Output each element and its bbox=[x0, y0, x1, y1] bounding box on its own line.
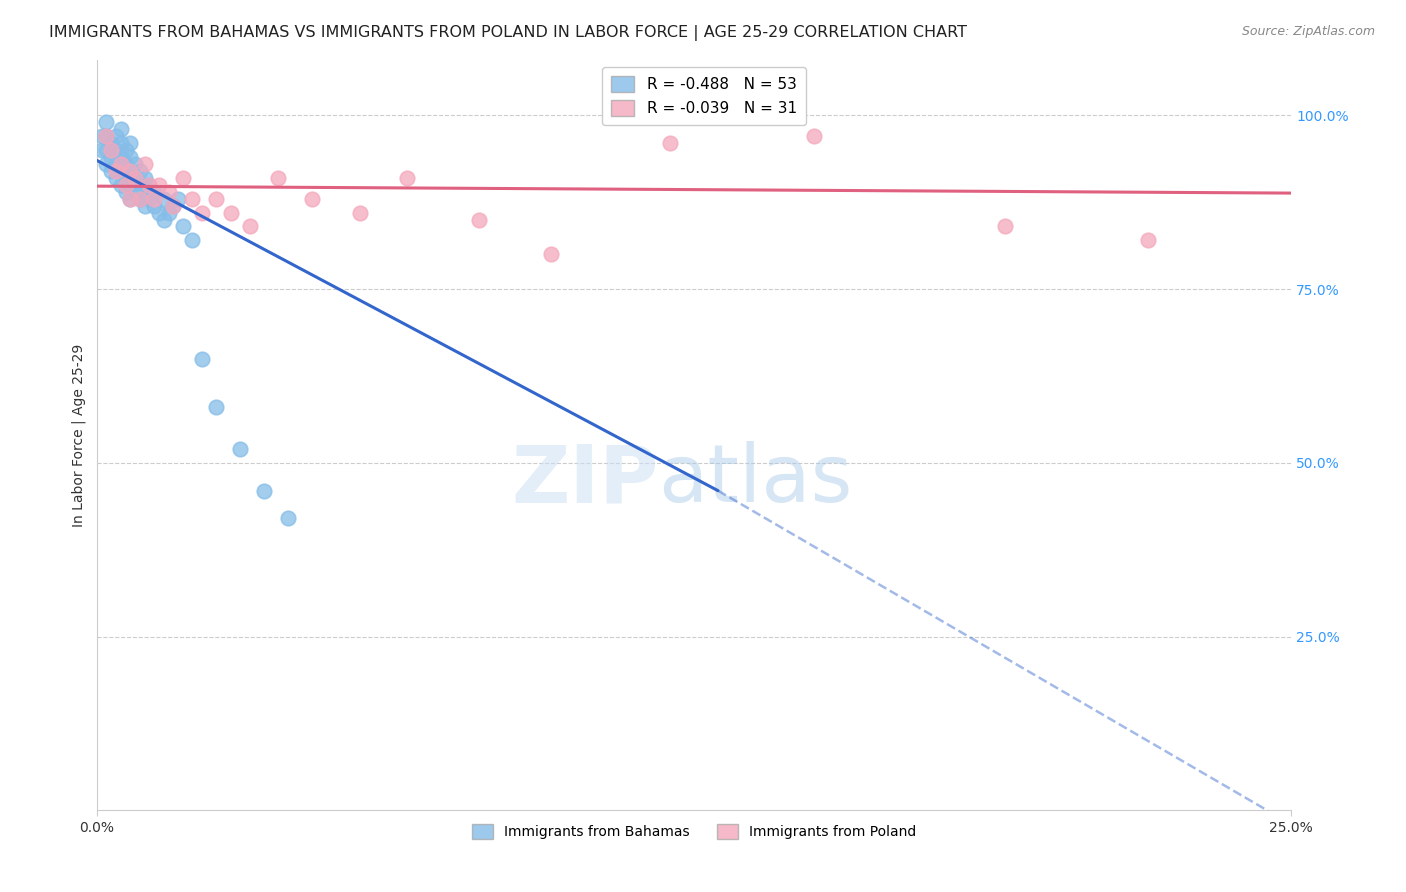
Text: ZIP: ZIP bbox=[510, 442, 658, 519]
Point bbox=[120, 150, 142, 164]
Point bbox=[100, 164, 122, 178]
Point bbox=[128, 164, 150, 178]
Point bbox=[152, 192, 174, 206]
Point bbox=[994, 219, 1017, 234]
Point bbox=[181, 233, 204, 247]
Point bbox=[152, 212, 174, 227]
Point bbox=[349, 205, 371, 219]
Point bbox=[172, 170, 194, 185]
Point bbox=[104, 129, 127, 144]
Point bbox=[239, 219, 262, 234]
Point bbox=[120, 192, 142, 206]
Point bbox=[277, 511, 299, 525]
Point bbox=[1136, 233, 1159, 247]
Point bbox=[110, 136, 132, 150]
Point bbox=[96, 129, 118, 144]
Point bbox=[114, 178, 136, 192]
Point bbox=[110, 164, 132, 178]
Point bbox=[114, 143, 136, 157]
Point bbox=[229, 442, 252, 456]
Point bbox=[134, 170, 156, 185]
Text: atlas: atlas bbox=[658, 442, 852, 519]
Point bbox=[301, 192, 323, 206]
Point bbox=[157, 185, 180, 199]
Point bbox=[124, 170, 146, 185]
Point bbox=[128, 178, 150, 192]
Point bbox=[540, 247, 562, 261]
Point bbox=[104, 164, 127, 178]
Point bbox=[114, 170, 136, 185]
Point bbox=[90, 143, 112, 157]
Point bbox=[120, 192, 142, 206]
Point bbox=[110, 122, 132, 136]
Point bbox=[162, 199, 184, 213]
Point bbox=[134, 157, 156, 171]
Point bbox=[267, 170, 290, 185]
Point bbox=[172, 219, 194, 234]
Point bbox=[110, 157, 132, 171]
Text: IMMIGRANTS FROM BAHAMAS VS IMMIGRANTS FROM POLAND IN LABOR FORCE | AGE 25-29 COR: IMMIGRANTS FROM BAHAMAS VS IMMIGRANTS FR… bbox=[49, 25, 967, 41]
Point bbox=[120, 164, 142, 178]
Point bbox=[167, 192, 190, 206]
Point bbox=[110, 150, 132, 164]
Point bbox=[100, 150, 122, 164]
Point bbox=[110, 178, 132, 192]
Point bbox=[124, 185, 146, 199]
Point bbox=[120, 178, 142, 192]
Point bbox=[128, 192, 150, 206]
Point bbox=[104, 157, 127, 171]
Point bbox=[90, 129, 112, 144]
Point bbox=[253, 483, 276, 498]
Point bbox=[138, 178, 160, 192]
Legend: Immigrants from Bahamas, Immigrants from Poland: Immigrants from Bahamas, Immigrants from… bbox=[467, 819, 922, 845]
Point bbox=[96, 143, 118, 157]
Point bbox=[114, 157, 136, 171]
Point bbox=[100, 143, 122, 157]
Point bbox=[124, 157, 146, 171]
Point bbox=[162, 199, 184, 213]
Point bbox=[100, 136, 122, 150]
Point bbox=[143, 199, 166, 213]
Point bbox=[659, 136, 682, 150]
Point bbox=[120, 164, 142, 178]
Point bbox=[143, 192, 166, 206]
Point bbox=[104, 143, 127, 157]
Point bbox=[468, 212, 491, 227]
Point bbox=[96, 115, 118, 129]
Point bbox=[181, 192, 204, 206]
Point bbox=[148, 205, 170, 219]
Y-axis label: In Labor Force | Age 25-29: In Labor Force | Age 25-29 bbox=[72, 343, 86, 526]
Point bbox=[138, 178, 160, 192]
Point bbox=[134, 199, 156, 213]
Point bbox=[96, 157, 118, 171]
Point bbox=[191, 351, 214, 366]
Point bbox=[124, 170, 146, 185]
Point bbox=[157, 205, 180, 219]
Point bbox=[191, 205, 214, 219]
Point bbox=[148, 178, 170, 192]
Text: Source: ZipAtlas.com: Source: ZipAtlas.com bbox=[1241, 25, 1375, 38]
Point bbox=[219, 205, 242, 219]
Point bbox=[120, 136, 142, 150]
Point bbox=[96, 129, 118, 144]
Point bbox=[128, 192, 150, 206]
Point bbox=[114, 185, 136, 199]
Point bbox=[205, 401, 228, 415]
Point bbox=[138, 192, 160, 206]
Point bbox=[396, 170, 419, 185]
Point bbox=[803, 129, 825, 144]
Point bbox=[143, 185, 166, 199]
Point bbox=[104, 170, 127, 185]
Point bbox=[205, 192, 228, 206]
Point bbox=[134, 185, 156, 199]
